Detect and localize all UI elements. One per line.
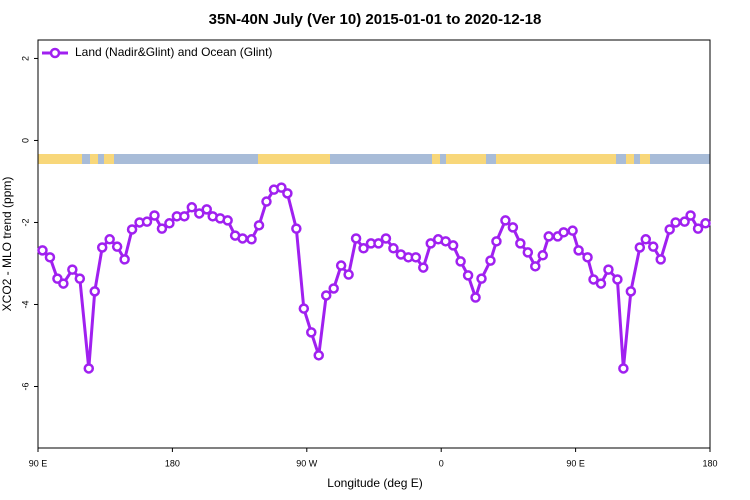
data-point xyxy=(306,327,317,338)
y-tick-label: -6 xyxy=(20,382,30,390)
data-point xyxy=(83,363,95,374)
data-point xyxy=(126,224,138,235)
data-point xyxy=(276,182,287,193)
data-point xyxy=(625,286,637,297)
data-point xyxy=(679,216,690,227)
data-point xyxy=(222,215,233,226)
data-point xyxy=(74,273,86,284)
data-point xyxy=(179,211,190,222)
data-point xyxy=(648,241,659,252)
data-point xyxy=(201,204,212,215)
data-point xyxy=(246,234,257,245)
x-axis-label: Longitude (deg E) xyxy=(327,476,422,490)
y-tick-label: -2 xyxy=(20,218,30,226)
data-point xyxy=(313,350,324,361)
data-point xyxy=(491,236,502,247)
data-point xyxy=(149,210,160,221)
data-point xyxy=(141,216,153,227)
y-tick-label: 2 xyxy=(20,56,30,61)
data-point xyxy=(664,224,675,235)
data-point xyxy=(476,273,487,284)
data-point xyxy=(111,241,123,252)
data-point xyxy=(418,262,429,273)
data-point xyxy=(425,238,436,249)
data-point xyxy=(96,242,108,253)
data-point xyxy=(380,233,392,244)
x-tick-label: 90 E xyxy=(29,458,48,468)
land-ocean-strip xyxy=(38,154,710,164)
data-point xyxy=(388,243,399,254)
plot-frame xyxy=(37,39,711,449)
data-point xyxy=(558,227,569,238)
data-point xyxy=(104,234,115,245)
data-point xyxy=(447,240,459,251)
data-point xyxy=(485,255,496,266)
data-point xyxy=(67,264,78,275)
y-tick-label: -4 xyxy=(20,300,30,308)
data-point xyxy=(500,215,511,226)
data-point xyxy=(543,231,554,242)
data-point xyxy=(692,223,704,234)
x-tick-label: 180 xyxy=(702,458,717,468)
data-point xyxy=(373,238,384,249)
data-point xyxy=(253,220,265,231)
legend-marker xyxy=(49,47,61,59)
data-point xyxy=(37,245,48,256)
data-point xyxy=(335,260,347,271)
data-point xyxy=(700,218,711,229)
x-tick-label: 90 E xyxy=(566,458,585,468)
data-point xyxy=(282,188,293,199)
data-point xyxy=(588,274,599,285)
data-point xyxy=(343,269,354,280)
y-axis-label: XCO2 - MLO trend (ppm) xyxy=(0,177,14,312)
data-point xyxy=(567,225,578,236)
data-point xyxy=(582,252,593,263)
data-point xyxy=(595,278,607,289)
data-point xyxy=(119,254,130,265)
data-line xyxy=(41,185,707,369)
data-point xyxy=(655,254,666,265)
data-point xyxy=(194,208,205,219)
x-tick-label: 0 xyxy=(439,458,444,468)
data-point xyxy=(530,261,541,272)
data-point xyxy=(261,196,272,207)
x-tick-label: 90 W xyxy=(296,458,318,468)
data-point xyxy=(640,234,652,245)
data-point xyxy=(89,286,100,297)
data-point xyxy=(440,236,451,247)
data-point xyxy=(507,222,519,233)
data-point xyxy=(291,223,302,234)
data-point xyxy=(328,283,339,294)
data-point xyxy=(685,210,696,221)
data-point xyxy=(186,202,198,213)
data-point xyxy=(58,278,69,289)
data-point xyxy=(298,303,310,314)
data-point xyxy=(350,233,362,244)
data-point xyxy=(44,252,56,263)
data-point xyxy=(320,290,332,301)
y-tick-label: 0 xyxy=(20,138,30,143)
data-point xyxy=(156,223,168,234)
data-point xyxy=(603,264,614,275)
data-point xyxy=(515,238,526,249)
data-point xyxy=(410,252,422,263)
data-point xyxy=(164,218,175,229)
data-point xyxy=(670,217,681,228)
data-point xyxy=(522,247,534,258)
data-point xyxy=(237,233,248,244)
x-tick-label: 180 xyxy=(165,458,180,468)
data-point xyxy=(634,242,646,253)
data-point xyxy=(470,292,481,303)
chart-title: 35N-40N July (Ver 10) 2015-01-01 to 2020… xyxy=(209,11,542,28)
data-point xyxy=(358,243,369,254)
data-point xyxy=(462,270,474,281)
data-point xyxy=(612,274,623,285)
data-point xyxy=(573,245,584,256)
data-point xyxy=(537,250,548,261)
legend-label: Land (Nadir&Glint) and Ocean (Glint) xyxy=(75,45,272,59)
data-point xyxy=(618,363,629,374)
data-point xyxy=(455,256,466,267)
